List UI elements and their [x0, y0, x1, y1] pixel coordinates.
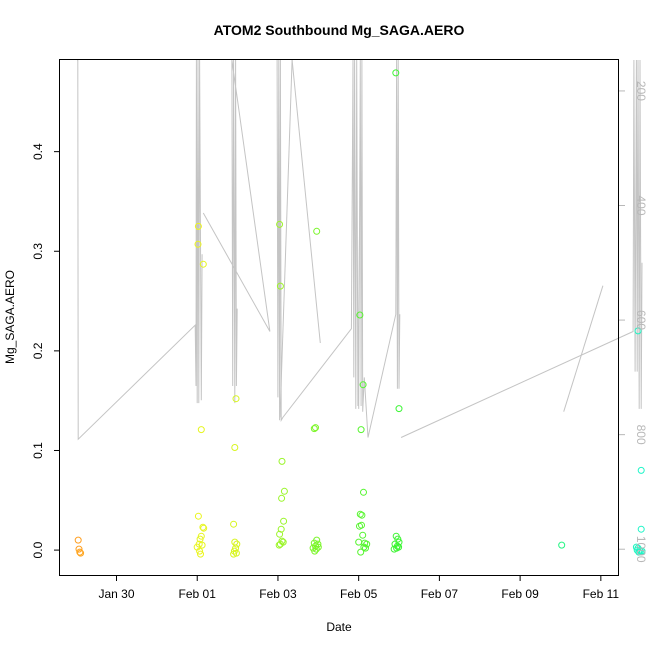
data-point: [276, 282, 284, 290]
right-tick-label: 600: [634, 310, 648, 330]
y-axis: 0.0 0.1 0.2 0.3 0.4: [31, 143, 60, 558]
data-point: [558, 541, 566, 549]
y-tick-label: 0.3: [31, 243, 45, 260]
data-point: [637, 466, 645, 474]
data-point: [395, 405, 403, 413]
data-point: [276, 540, 284, 548]
x-tick-label: Feb 07: [421, 587, 459, 601]
flight-track-1: [202, 59, 271, 404]
flight-track-4: [400, 59, 643, 438]
y-tick-label: 0.2: [31, 342, 45, 359]
flight-track-0: [77, 59, 203, 441]
data-points: [74, 69, 646, 558]
x-tick-label: Feb 05: [340, 587, 378, 601]
data-point: [280, 517, 288, 525]
x-tick-label: Feb 01: [179, 587, 217, 601]
data-point: [197, 426, 205, 434]
data-point: [233, 540, 241, 548]
data-point: [196, 547, 204, 555]
data-point: [276, 220, 284, 228]
data-point: [312, 545, 320, 553]
data-point: [198, 541, 206, 549]
data-point: [360, 543, 368, 551]
flight-track-7: [291, 59, 321, 344]
right-tick-label: 800: [634, 425, 648, 445]
data-point: [75, 545, 83, 553]
data-point: [311, 547, 319, 555]
data-point: [314, 540, 322, 548]
right-tick-label: 200: [634, 81, 648, 101]
data-point: [362, 544, 369, 552]
data-point: [359, 531, 367, 539]
data-point: [638, 547, 646, 555]
data-point: [197, 550, 204, 558]
flight-track-3: [358, 59, 401, 438]
data-point: [637, 525, 645, 533]
x-axis: Jan 30 Feb 01 Feb 03 Feb 05 Feb 07 Feb 09 Feb …: [98, 575, 619, 601]
x-tick-label: Feb 09: [501, 587, 539, 601]
x-axis-label: Date: [326, 620, 352, 634]
data-point: [360, 488, 367, 496]
data-point: [356, 311, 364, 319]
data-point: [199, 523, 207, 531]
data-point: [199, 260, 207, 268]
data-point: [635, 548, 643, 556]
data-point: [278, 457, 286, 465]
right-tick-label: 400: [634, 195, 648, 215]
data-point: [313, 536, 321, 544]
data-point: [200, 524, 208, 532]
data-point: [278, 494, 286, 502]
flight-track-2: [276, 59, 360, 423]
y-tick-label: 0.1: [31, 442, 45, 459]
data-point: [194, 240, 202, 248]
data-point: [633, 546, 641, 554]
data-point: [356, 510, 364, 518]
data-point: [313, 227, 321, 235]
flight-track-6: [279, 59, 293, 418]
data-point: [357, 426, 365, 434]
data-point: [276, 530, 284, 538]
data-point: [230, 520, 238, 528]
data-point: [230, 550, 238, 558]
data-point: [76, 548, 84, 556]
plot-frame: [59, 59, 619, 576]
flight-track-5: [563, 285, 604, 412]
data-point: [358, 511, 366, 519]
right-axis: 200 400 600 800 1000: [619, 81, 648, 563]
data-point: [77, 549, 85, 557]
x-tick-label: Jan 30: [98, 587, 134, 601]
data-point: [634, 327, 642, 335]
data-point: [395, 538, 403, 546]
data-point: [232, 395, 240, 403]
data-point: [310, 425, 318, 433]
data-point: [275, 541, 283, 549]
data-point: [194, 222, 202, 230]
data-point: [277, 525, 285, 533]
data-point: [392, 69, 400, 77]
data-point: [355, 538, 363, 546]
data-point: [280, 487, 288, 495]
y-tick-label: 0.4: [31, 143, 45, 160]
chart-title: ATOM2 Southbound Mg_SAGA.AERO: [214, 22, 465, 38]
data-point: [314, 543, 322, 551]
data-point: [390, 545, 398, 553]
right-tick-label: 1000: [634, 536, 648, 563]
data-point: [196, 535, 204, 543]
data-point: [312, 424, 319, 432]
data-point: [74, 536, 82, 544]
y-tick-label: 0.0: [31, 541, 45, 558]
data-point: [194, 512, 202, 520]
y-axis-label: Mg_SAGA.AERO: [3, 270, 17, 364]
data-point: [358, 521, 365, 529]
data-point: [395, 543, 403, 551]
data-point: [230, 547, 238, 555]
x-tick-label: Feb 11: [583, 587, 620, 601]
data-point: [359, 381, 367, 389]
flight-tracks: [77, 59, 643, 441]
data-point: [357, 548, 365, 556]
data-point: [231, 444, 239, 451]
x-tick-label: Feb 03: [259, 587, 297, 601]
